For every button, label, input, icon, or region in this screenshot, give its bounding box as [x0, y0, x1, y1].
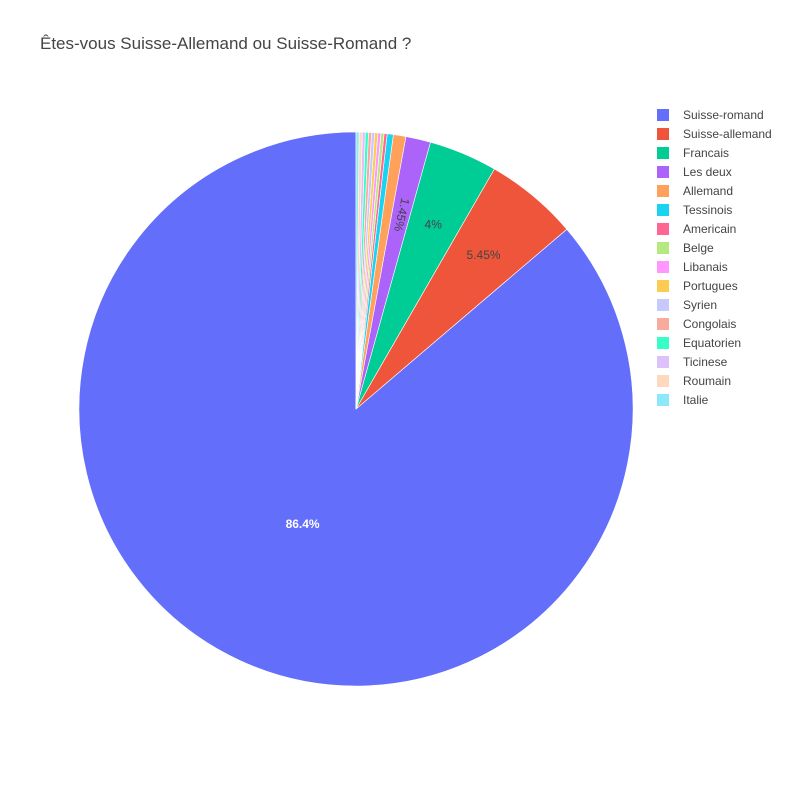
legend-label: Suisse-allemand	[683, 126, 772, 141]
legend-swatch	[657, 260, 669, 273]
legend-label: Francais	[683, 145, 730, 160]
legend-item[interactable]: Americain	[657, 219, 772, 238]
legend-label: Americain	[683, 221, 737, 236]
legend-item[interactable]: Roumain	[657, 371, 772, 390]
legend-swatch	[657, 355, 669, 368]
legend-item[interactable]: Libanais	[657, 257, 772, 276]
chart-title: Êtes-vous Suisse-Allemand ou Suisse-Roma…	[40, 34, 412, 53]
legend-swatch	[657, 108, 669, 121]
legend-swatch	[657, 184, 669, 197]
slice-label: 4%	[425, 217, 443, 231]
legend-label: Suisse-romand	[683, 107, 764, 122]
legend-label: Allemand	[683, 183, 734, 198]
legend-label: Portugues	[683, 278, 738, 293]
slice-label: 86.4%	[286, 517, 320, 531]
legend-swatch	[657, 241, 669, 254]
legend-swatch	[657, 336, 669, 349]
legend-label: Congolais	[683, 316, 737, 331]
legend-label: Italie	[683, 392, 709, 407]
legend-swatch	[657, 165, 669, 178]
legend-item[interactable]: Syrien	[657, 295, 772, 314]
pie-slices	[78, 131, 634, 687]
legend-item[interactable]: Tessinois	[657, 200, 772, 219]
legend-swatch	[657, 127, 669, 140]
legend-label: Roumain	[683, 373, 732, 388]
legend-label: Equatorien	[683, 335, 742, 350]
legend-swatch	[657, 279, 669, 292]
legend-item[interactable]: Allemand	[657, 181, 772, 200]
legend-item[interactable]: Suisse-romand	[657, 105, 772, 124]
legend-item[interactable]: Les deux	[657, 162, 772, 181]
legend-item[interactable]: Belge	[657, 238, 772, 257]
legend-item[interactable]: Portugues	[657, 276, 772, 295]
legend-swatch	[657, 393, 669, 406]
legend-swatch	[657, 298, 669, 311]
legend-item[interactable]: Francais	[657, 143, 772, 162]
legend-swatch	[657, 222, 669, 235]
legend-label: Ticinese	[683, 354, 728, 369]
slice-label: 5.45%	[467, 248, 501, 262]
legend-item[interactable]: Ticinese	[657, 352, 772, 371]
legend-label: Libanais	[683, 259, 728, 274]
legend-swatch	[657, 203, 669, 216]
legend-item[interactable]: Congolais	[657, 314, 772, 333]
legend-label: Les deux	[683, 164, 732, 179]
legend-label: Syrien	[683, 297, 718, 312]
legend-swatch	[657, 374, 669, 387]
legend-item[interactable]: Suisse-allemand	[657, 124, 772, 143]
legend-swatch	[657, 317, 669, 330]
legend-swatch	[657, 146, 669, 159]
legend-label: Tessinois	[683, 202, 733, 217]
legend-item[interactable]: Italie	[657, 390, 772, 409]
pie-slice-italie[interactable]	[355, 131, 360, 410]
legend-item[interactable]: Equatorien	[657, 333, 772, 352]
legend: Suisse-romand Suisse-allemand Francais Les …	[657, 105, 772, 409]
legend-label: Belge	[683, 240, 714, 255]
